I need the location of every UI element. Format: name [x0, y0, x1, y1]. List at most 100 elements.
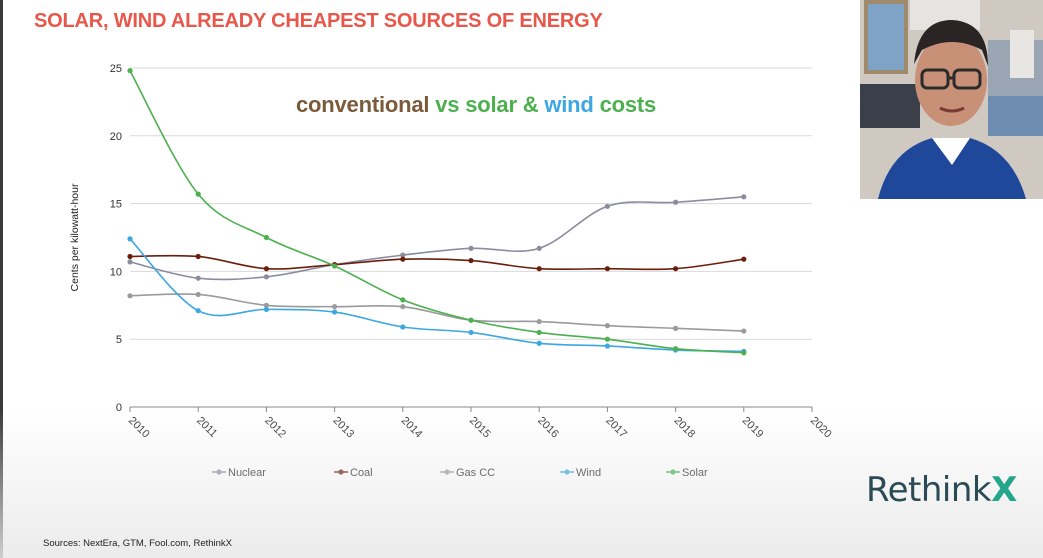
legend-item-gas-cc: Gas CC — [440, 467, 495, 479]
y-tick-label-5: 5 — [116, 334, 122, 346]
legend-swatch-dot-coal — [338, 469, 344, 475]
point-solar-2014 — [400, 297, 406, 303]
point-wind-2011 — [195, 308, 201, 314]
subtitle-wind: wind — [544, 92, 594, 117]
legend-item-coal: Coal — [334, 467, 373, 479]
series-line-nuclear — [129, 196, 744, 281]
rethinkx-logo: RethinkX — [866, 470, 1017, 510]
y-tick-label-10: 10 — [110, 266, 122, 278]
point-solar-2011 — [195, 191, 201, 197]
legend-swatch-dot-solar — [670, 469, 676, 475]
point-gas-cc-2017 — [604, 323, 611, 329]
point-solar-2012 — [263, 234, 269, 241]
point-gas-cc-2013 — [332, 304, 338, 310]
grid-layer — [130, 67, 812, 340]
x-tick-label-2019: 2019 — [740, 415, 766, 441]
legend-label-wind: Wind — [576, 467, 601, 479]
point-coal-2014 — [400, 256, 406, 262]
series-line-coal — [129, 254, 744, 271]
point-solar-2013 — [332, 263, 338, 269]
point-solar-2017 — [604, 336, 611, 342]
x-tick-label-2017: 2017 — [603, 415, 629, 441]
point-coal-2019 — [741, 256, 747, 262]
y-tick-label-25: 25 — [110, 63, 122, 75]
legend-swatch-dot-wind — [564, 469, 570, 475]
presenter-image — [860, 0, 1043, 199]
legend-item-nuclear: Nuclear — [212, 467, 266, 479]
point-nuclear-2010 — [127, 259, 133, 265]
axis-layer: 0 5 10 15 20 25 2010 2011 2012 2013 2014 2015 2016 20… — [69, 63, 834, 440]
point-wind-2016 — [536, 340, 542, 346]
logo-x-mark: X — [991, 470, 1017, 510]
point-solar-2019 — [741, 350, 747, 356]
presenter-webcam-video — [860, 0, 1043, 199]
point-nuclear-2017 — [604, 203, 611, 209]
legend-item-wind: Wind — [560, 467, 601, 479]
legend-swatch-dot-gas-cc — [444, 469, 450, 475]
point-nuclear-2016 — [536, 245, 542, 251]
legend-item-solar: Solar — [666, 467, 708, 479]
subtitle-amp: & — [522, 92, 539, 117]
point-wind-2014 — [400, 324, 406, 330]
point-gas-cc-2011 — [195, 291, 201, 298]
point-solar-2010 — [127, 68, 133, 74]
point-coal-2010 — [127, 253, 133, 260]
series-line-solar — [129, 70, 744, 354]
subtitle-solar: solar — [465, 92, 517, 117]
chart-subtitle: conventional vs solar & wind costs — [296, 92, 656, 118]
point-coal-2011 — [195, 253, 201, 260]
series-layer — [127, 68, 747, 356]
x-tick-label-2011: 2011 — [194, 415, 219, 440]
slide-title: SOLAR, WIND ALREADY CHEAPEST SOURCES OF … — [34, 10, 603, 32]
x-tick-label-2012: 2012 — [262, 415, 288, 441]
legend-swatch-dot-nuclear — [216, 469, 222, 475]
point-gas-cc-2010 — [127, 293, 133, 299]
x-tick-label-2014: 2014 — [399, 415, 425, 441]
legend-layer: Nuclear Coal Gas CC Wind Solar — [212, 467, 708, 479]
point-solar-2018 — [673, 346, 679, 352]
point-nuclear-2018 — [673, 199, 679, 205]
logo-text: Rethink — [866, 470, 992, 510]
point-nuclear-2014 — [400, 252, 406, 258]
point-coal-2012 — [263, 266, 269, 272]
point-nuclear-2019 — [741, 194, 747, 200]
legend-label-gas-cc: Gas CC — [456, 467, 495, 479]
point-nuclear-2011 — [195, 275, 201, 281]
y-tick-label-0: 0 — [116, 402, 122, 414]
point-nuclear-2012 — [263, 274, 269, 280]
subtitle-vs: vs — [435, 92, 460, 117]
point-wind-2012 — [263, 306, 269, 312]
point-gas-cc-2014 — [400, 304, 406, 310]
sources-note: Sources: NextEra, GTM, Fool.com, Rethink… — [43, 538, 233, 549]
left-edge-strip — [0, 0, 3, 558]
point-coal-2018 — [673, 266, 679, 272]
x-tick-label-2016: 2016 — [535, 415, 561, 441]
point-wind-2015 — [468, 329, 474, 336]
legend-label-solar: Solar — [682, 467, 708, 479]
y-axis-label: Cents per kilowatt-hour — [69, 183, 81, 291]
line-chart: 0 5 10 15 20 25 2010 2011 2012 2013 2014 2015 2016 20… — [69, 63, 834, 479]
point-gas-cc-2012 — [263, 302, 269, 308]
series-line-wind — [129, 238, 744, 353]
y-tick-label-20: 20 — [110, 131, 122, 143]
point-gas-cc-2016 — [536, 318, 542, 325]
point-wind-2013 — [332, 309, 338, 315]
point-nuclear-2015 — [468, 245, 474, 251]
y-tick-label-15: 15 — [110, 199, 122, 211]
x-tick-label-2013: 2013 — [330, 415, 356, 441]
legend-label-nuclear: Nuclear — [228, 467, 266, 479]
subtitle-costs: costs — [599, 92, 657, 117]
x-tick-label-2015: 2015 — [467, 415, 493, 441]
point-wind-2010 — [127, 236, 133, 242]
point-coal-2016 — [536, 266, 542, 272]
subtitle-conventional: conventional — [296, 92, 430, 117]
point-solar-2016 — [536, 329, 542, 336]
x-tick-label-2010: 2010 — [126, 415, 152, 441]
series-line-gas-cc — [129, 293, 744, 332]
point-coal-2015 — [468, 257, 474, 264]
point-solar-2015 — [468, 317, 474, 323]
legend-label-coal: Coal — [350, 467, 373, 479]
point-wind-2017 — [604, 343, 611, 349]
x-tick-label-2020: 2020 — [808, 415, 834, 441]
point-gas-cc-2019 — [741, 328, 747, 334]
